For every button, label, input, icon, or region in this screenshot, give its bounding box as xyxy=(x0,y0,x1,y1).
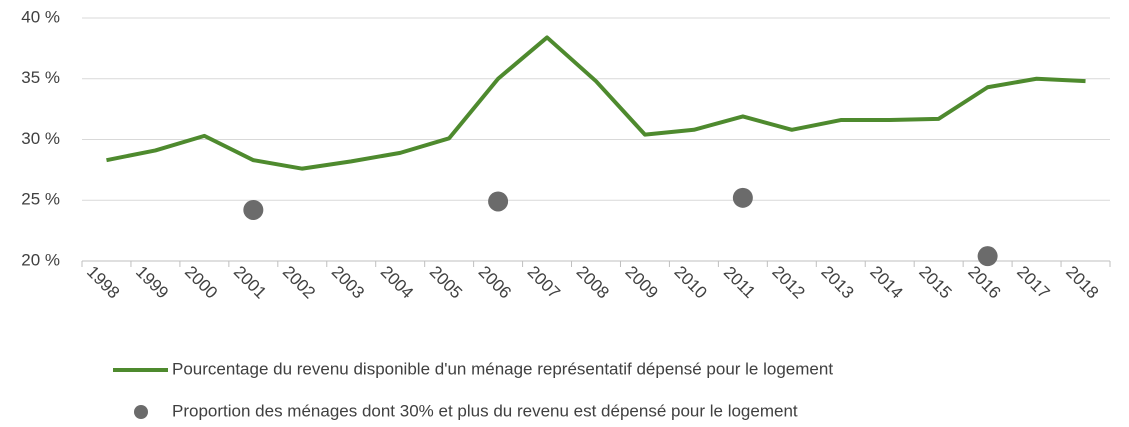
y-tick-label: 35 % xyxy=(21,68,60,87)
x-tick-label: 2018 xyxy=(1062,262,1102,302)
data-point xyxy=(243,199,264,220)
data-line xyxy=(106,35,1086,171)
data-point xyxy=(732,187,753,208)
x-tick-label: 2000 xyxy=(181,262,221,302)
x-tick-label: 2010 xyxy=(671,262,711,302)
x-tick-label: 2004 xyxy=(377,262,417,302)
x-tick-label: 2007 xyxy=(524,262,564,302)
x-tick-label: 1998 xyxy=(83,262,123,302)
x-tick-label: 2003 xyxy=(328,262,368,302)
x-tick-label: 2008 xyxy=(573,262,613,302)
y-tick-label: 25 % xyxy=(21,190,60,209)
x-tick-label: 2011 xyxy=(720,263,759,302)
x-tick-label: 2014 xyxy=(866,262,906,302)
data-point xyxy=(977,246,998,267)
x-tick-label: 2005 xyxy=(426,262,466,302)
legend-label: Pourcentage du revenu disponible d'un mé… xyxy=(172,359,833,378)
legend-swatch xyxy=(134,405,148,419)
x-tick-label: 2015 xyxy=(915,262,955,302)
x-tick-label: 2012 xyxy=(768,262,808,302)
x-tick-label: 2002 xyxy=(279,262,319,302)
x-tick-label: 2009 xyxy=(622,262,662,302)
x-tick-label: 2006 xyxy=(475,262,515,302)
y-tick-label: 20 % xyxy=(21,250,60,269)
x-tick-label: 2017 xyxy=(1013,262,1053,302)
legend-label: Proportion des ménages dont 30% et plus … xyxy=(172,401,798,420)
data-point xyxy=(488,191,509,212)
y-tick-label: 30 % xyxy=(21,129,60,148)
x-tick-label: 2001 xyxy=(230,262,270,302)
x-tick-label: 1999 xyxy=(132,262,172,302)
y-tick-label: 40 % xyxy=(21,7,60,26)
x-tick-label: 2016 xyxy=(964,262,1004,302)
x-tick-label: 2013 xyxy=(817,262,857,302)
